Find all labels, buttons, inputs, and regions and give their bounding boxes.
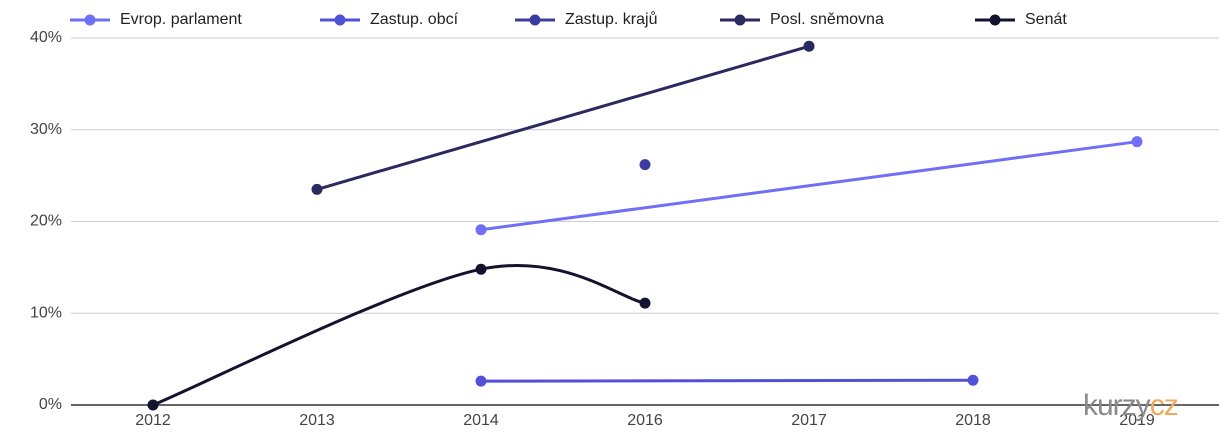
x-tick-label: 2019 [1119,412,1155,429]
x-tick-label: 2018 [955,412,991,429]
legend-marker [529,14,541,26]
legend-marker [334,14,346,26]
legend-marker [989,14,1001,26]
point [475,224,487,236]
point [639,159,651,171]
point [803,40,815,52]
watermark-accent: cz [1150,389,1178,422]
legend-label: Zastup. obcí [370,11,459,28]
series-line [480,140,1138,232]
legend-item: Zastup. obcí [320,11,459,28]
x-tick-label: 2016 [627,412,663,429]
y-tick-label: 10% [30,304,62,321]
x-tick-label: 2014 [463,412,499,429]
point [639,297,651,309]
legend-marker [734,14,746,26]
point [147,399,159,411]
legend-label: Evrop. parlament [120,11,242,28]
watermark-main: kurzy [1083,389,1151,422]
y-tick-label: 0% [39,396,62,413]
point [1131,136,1143,148]
legend-item: Posl. sněmovna [720,11,884,28]
legend-label: Posl. sněmovna [770,11,884,28]
legend-label: Senát [1025,11,1067,28]
legend-item: Evrop. parlament [70,11,242,28]
y-tick-label: 20% [30,213,62,230]
y-tick-label: 30% [30,121,62,138]
watermark: kurzycz [1083,389,1178,422]
x-tick-label: 2013 [299,412,335,429]
y-tick-label: 40% [30,29,62,46]
point [475,263,487,275]
point [311,183,323,195]
point [967,374,979,386]
series-line [480,378,974,383]
legend-item: Senát [975,11,1067,28]
series-line [316,44,810,191]
series-line [152,263,646,407]
legend-item: Zastup. krajů [515,10,657,28]
x-tick-label: 2017 [791,412,827,429]
x-tick-label: 2012 [135,412,171,429]
legend-label: Zastup. krajů [565,10,657,28]
point [475,375,487,387]
legend-marker [84,14,96,26]
